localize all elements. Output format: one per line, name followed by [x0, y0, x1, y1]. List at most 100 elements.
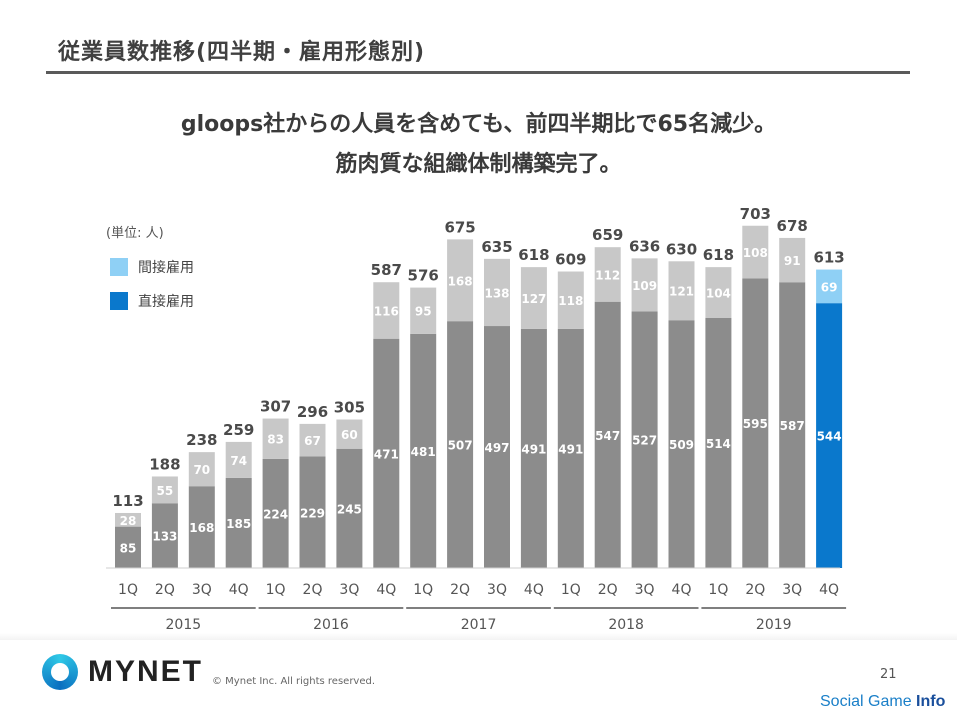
mynet-logo-icon	[42, 654, 78, 690]
x-tick-label: 2Q	[303, 582, 323, 598]
label-total: 618	[703, 246, 734, 264]
bar-indirect	[373, 282, 400, 339]
year-label: 2016	[313, 617, 349, 633]
bar-indirect	[816, 269, 843, 304]
bar-direct	[151, 503, 178, 568]
label-total: 305	[334, 399, 365, 417]
year-label: 2019	[756, 617, 792, 633]
label-indirect: 104	[706, 286, 731, 300]
bar-direct	[557, 328, 584, 568]
label-total: 609	[555, 251, 586, 269]
legend-label: 間接雇用	[138, 259, 194, 276]
label-total: 259	[223, 421, 254, 439]
mynet-logo: MYNET	[42, 654, 203, 690]
label-indirect: 121	[669, 285, 694, 299]
label-direct: 587	[780, 419, 805, 433]
bar-direct	[742, 278, 769, 568]
bar-direct	[520, 328, 547, 568]
bar-indirect	[410, 287, 437, 334]
label-total: 188	[149, 455, 180, 473]
label-total: 307	[260, 398, 291, 416]
chart-x-axis: 1Q 2Q 3Q 4Q 1Q 2Q 3Q 4Q 1Q 2Q 3Q 4Q 1Q 2Q 3Q 4Q 1Q 2Q 3Q 4Q…	[106, 567, 847, 633]
label-direct: 491	[521, 442, 546, 456]
bar-indirect	[188, 452, 215, 487]
label-direct: 527	[632, 434, 657, 448]
label-indirect: 108	[743, 246, 768, 260]
label-direct: 224	[263, 507, 288, 521]
label-indirect: 28	[120, 514, 137, 528]
x-tick-label: 3Q	[635, 582, 655, 598]
bar-direct	[299, 456, 326, 568]
label-direct: 497	[484, 441, 509, 455]
unit-label: (単位: 人)	[106, 225, 164, 241]
label-indirect: 67	[304, 434, 321, 448]
bar-indirect	[262, 418, 289, 459]
page-number: 21	[880, 667, 897, 682]
label-indirect: 60	[341, 428, 358, 442]
bar-indirect	[779, 237, 806, 283]
label-total: 703	[740, 205, 771, 223]
x-tick-label: 2Q	[598, 582, 618, 598]
bar-indirect	[484, 258, 510, 327]
mynet-logo-text: MYNET	[88, 655, 203, 688]
watermark-text: Social Game	[820, 693, 917, 710]
bar-indirect	[668, 261, 695, 321]
x-tick-label: 1Q	[118, 582, 138, 598]
label-total: 630	[666, 240, 697, 258]
watermark-text-bold: Info	[916, 693, 946, 710]
x-tick-label: 2Q	[155, 582, 175, 598]
x-tick-label: 1Q	[708, 582, 728, 598]
x-tick-label: 1Q	[561, 582, 581, 598]
label-total: 238	[186, 431, 217, 449]
year-label: 2015	[166, 617, 202, 633]
legend-swatch	[110, 292, 128, 310]
label-indirect: 127	[521, 292, 546, 306]
x-tick-label: 4Q	[672, 582, 692, 598]
x-tick-label: 3Q	[192, 582, 212, 598]
label-indirect: 168	[448, 274, 473, 288]
label-total: 618	[518, 246, 549, 264]
label-total: 613	[813, 249, 844, 267]
label-total: 636	[629, 237, 660, 255]
label-indirect: 69	[821, 280, 838, 294]
bar-direct	[779, 282, 806, 568]
bar-direct	[631, 311, 658, 568]
headline-line-2: 筋肉質な組織体制構築完了。	[335, 152, 622, 177]
bar-direct	[705, 317, 732, 568]
label-indirect: 138	[484, 286, 509, 300]
label-total: 675	[444, 218, 475, 236]
label-total: 678	[777, 217, 808, 235]
bar-direct	[373, 338, 400, 568]
bar-direct	[115, 526, 141, 568]
x-tick-label: 2Q	[745, 582, 765, 598]
label-total: 576	[408, 267, 439, 285]
label-total: 296	[297, 403, 328, 421]
label-total: 587	[371, 261, 402, 279]
label-indirect: 95	[415, 305, 432, 319]
label-total: 113	[112, 492, 143, 510]
label-direct: 85	[120, 541, 137, 555]
label-indirect: 118	[558, 294, 583, 308]
x-tick-label: 2Q	[450, 582, 470, 598]
bar-direct	[336, 448, 363, 568]
label-direct: 133	[152, 530, 177, 544]
x-tick-label: 4Q	[376, 582, 396, 598]
label-indirect: 74	[230, 454, 247, 468]
x-tick-label: 1Q	[413, 582, 433, 598]
title-divider	[46, 71, 910, 74]
chart-bars: 85 28 113 133 55 188 168 70 238 185 74 259 224 83 307 2…	[112, 205, 845, 568]
label-direct: 595	[743, 417, 768, 431]
bar-indirect	[557, 271, 584, 329]
label-indirect: 70	[193, 463, 210, 477]
bar-indirect	[299, 423, 326, 457]
footer	[0, 640, 957, 716]
bar-direct	[225, 477, 252, 568]
label-indirect: 91	[784, 254, 801, 268]
bar-indirect	[447, 239, 474, 322]
legend-swatch	[110, 258, 128, 276]
bar-direct	[262, 458, 289, 568]
label-direct: 491	[558, 442, 583, 456]
x-tick-label: 3Q	[339, 582, 359, 598]
